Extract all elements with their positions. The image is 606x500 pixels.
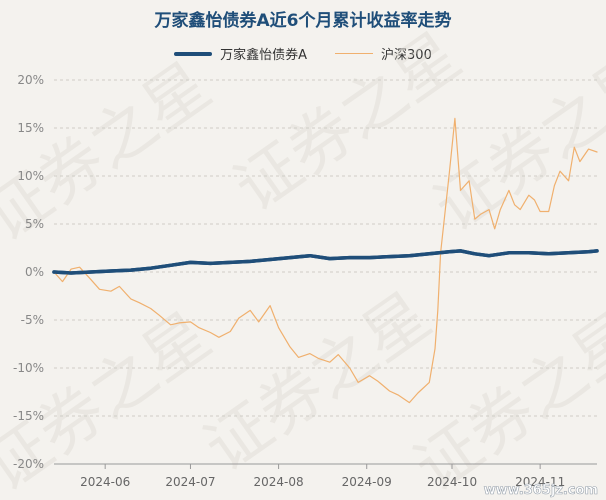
series-line-index: [53, 117, 598, 404]
legend-item-fund[interactable]: 万家鑫怡债券A: [174, 44, 307, 63]
watermark-url: www.365jz.com: [484, 483, 598, 498]
x-tick-label: 2024-06: [80, 475, 130, 489]
y-tick-label: 10%: [17, 169, 44, 183]
y-tick-label: 15%: [17, 121, 44, 135]
legend-swatch-index: [335, 53, 374, 54]
legend-swatch-fund: [174, 51, 213, 56]
legend-item-index[interactable]: 沪深300: [335, 44, 432, 63]
y-tick-label: 5%: [25, 217, 44, 231]
x-tick-label: 2024-09: [342, 475, 392, 489]
y-tick-label: -15%: [13, 409, 44, 423]
legend-label-index: 沪深300: [381, 48, 432, 63]
y-tick-label: 20%: [17, 73, 44, 87]
y-tick-label: 0%: [25, 265, 44, 279]
chart-title: 万家鑫怡债券A近6个月累计收益率走势: [154, 11, 452, 31]
y-tick-label: -5%: [21, 313, 44, 327]
series-line-fund-top: [52, 249, 599, 275]
chart-legend: 万家鑫怡债券A 沪深300: [0, 44, 606, 63]
watermark-text: 证券之星: [192, 279, 444, 486]
legend-label-fund: 万家鑫怡债券A: [220, 48, 308, 63]
y-tick-label: -10%: [13, 361, 44, 375]
x-tick-label: 2024-07: [165, 475, 215, 489]
x-tick-label: 2024-10: [427, 475, 477, 489]
y-tick-label: -20%: [13, 457, 44, 471]
x-tick-label: 2024-08: [254, 475, 304, 489]
x-tick-label: 2024-11: [515, 475, 565, 489]
